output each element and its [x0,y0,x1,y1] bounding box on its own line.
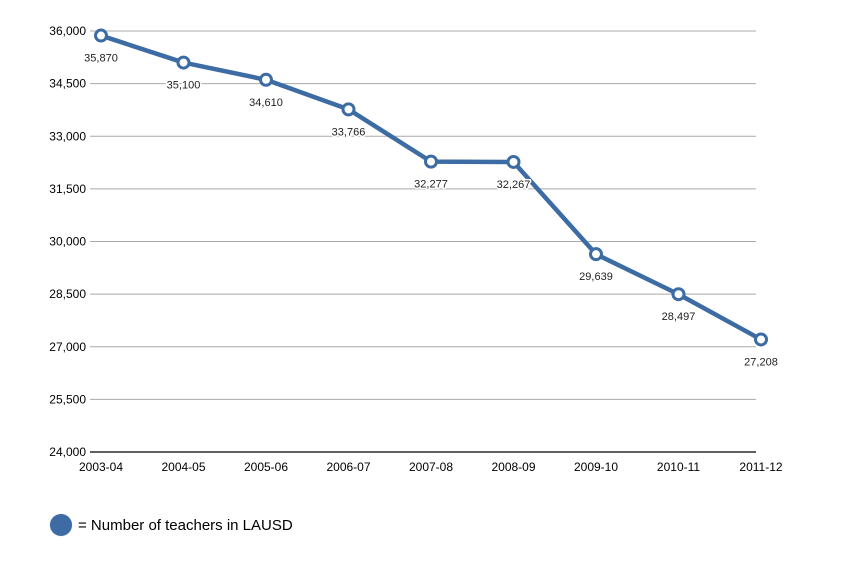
data-point [506,154,521,169]
data-label: 35,100 [167,80,201,92]
data-point [176,55,191,70]
x-axis-tick-labels: 2003-04 2004-05 2005-06 2006-07 2007-08 2008-… [79,460,783,474]
x-tick-label: 2005-06 [244,460,288,474]
y-tick-label: 30,000 [49,235,86,249]
legend-text: = Number of teachers in LAUSD [78,516,293,534]
legend: = Number of teachers in LAUSD [50,514,293,536]
y-tick-label: 25,500 [49,392,86,406]
data-label: 27,208 [744,356,778,368]
gridlines [90,30,756,453]
y-tick-label: 33,000 [49,129,86,143]
y-tick-label: 36,000 [49,24,86,38]
y-axis-tick-labels: 24,000 25,500 27,000 28,500 30,000 31,500 33,0… [49,24,86,459]
data-point [589,247,603,262]
data-labels: 35,870 35,100 34,610 33,766 32,277 32,267 29,6… [83,51,780,370]
y-tick-label: 34,500 [49,77,86,91]
data-label: 29,639 [579,271,613,283]
legend-marker-icon [50,514,72,536]
data-points [94,28,768,347]
data-label: 34,610 [249,97,283,109]
y-tick-label: 28,500 [49,287,86,301]
data-point [341,102,356,117]
x-tick-label: 2010-11 [657,460,700,474]
x-tick-label: 2004-05 [161,460,205,474]
x-tick-label: 2007-08 [409,460,453,474]
data-point [259,72,273,87]
data-label: 35,870 [84,53,118,65]
data-point [94,28,108,43]
data-label: 33,766 [332,126,366,138]
data-point [424,154,438,169]
data-point [754,332,768,347]
data-point [671,287,686,302]
y-tick-label: 27,000 [49,340,86,354]
x-tick-label: 2006-07 [326,460,370,474]
data-label: 28,497 [662,311,696,323]
x-tick-label: 2009-10 [574,460,618,474]
data-label: 32,267 [497,179,531,191]
x-tick-label: 2011-12 [739,460,782,474]
y-tick-label: 24,000 [49,445,86,459]
x-tick-label: 2003-04 [79,460,123,474]
y-tick-label: 31,500 [49,182,86,196]
data-label: 32,277 [414,179,448,191]
x-tick-label: 2008-09 [491,460,535,474]
